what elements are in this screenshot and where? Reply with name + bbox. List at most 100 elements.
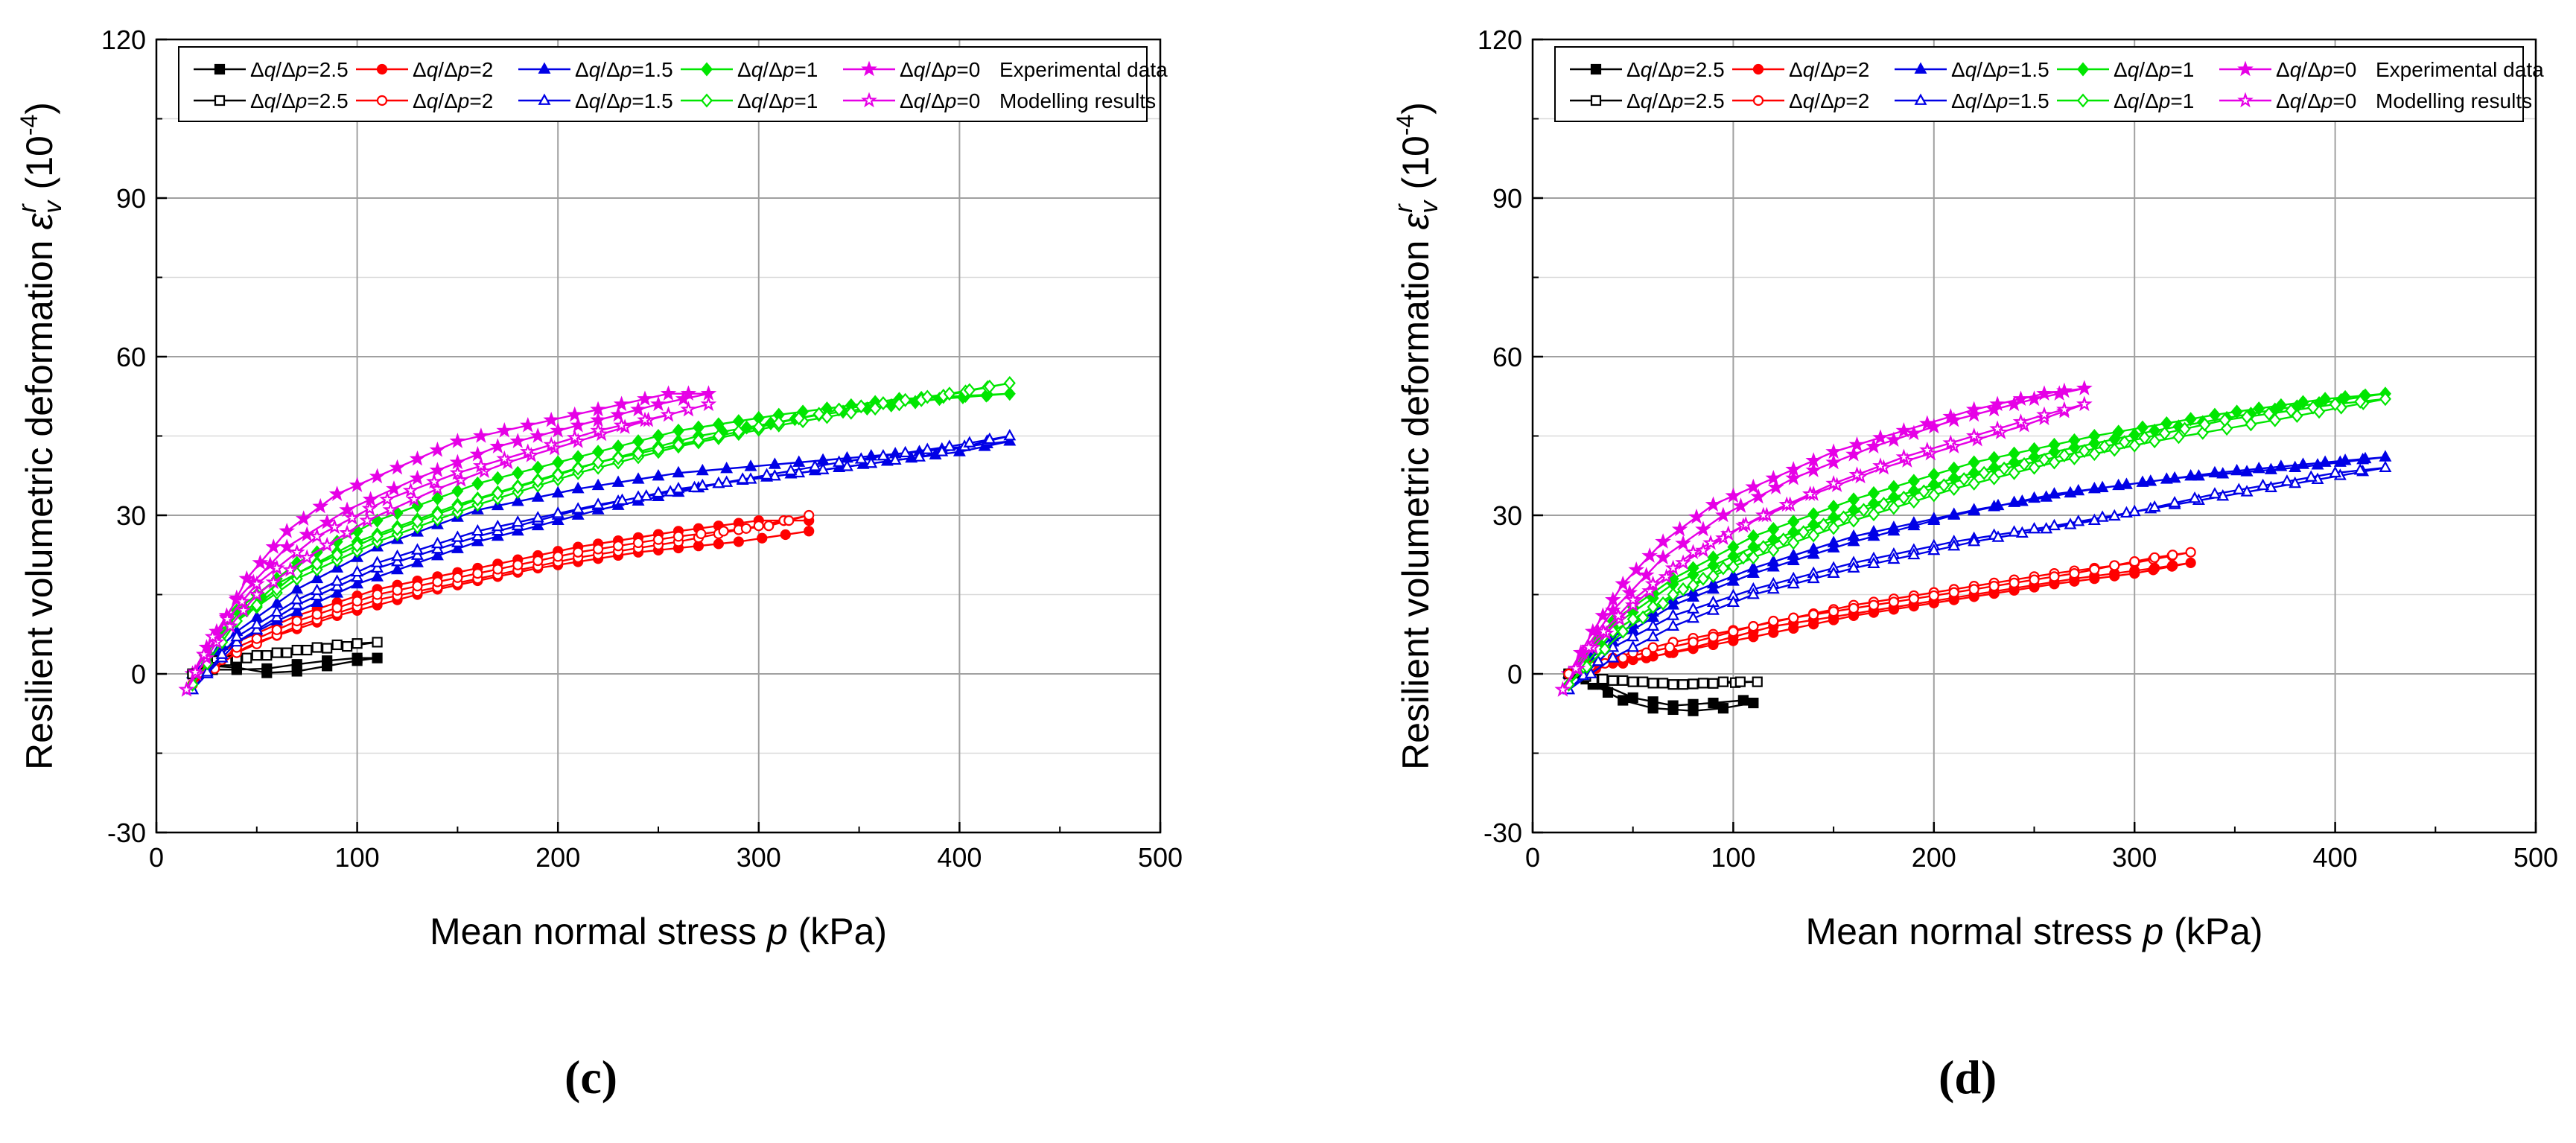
legend-marker xyxy=(376,63,388,75)
data-point xyxy=(1706,603,1720,615)
data-point xyxy=(1847,492,1860,507)
data-point xyxy=(2008,465,2020,480)
data-point xyxy=(471,523,484,536)
data-point xyxy=(1687,611,1699,623)
data-point xyxy=(1644,575,1661,591)
data-point xyxy=(2008,446,2020,461)
data-point xyxy=(1989,395,2006,412)
data-point xyxy=(899,445,912,458)
x-tick-label: 200 xyxy=(535,842,580,873)
data-point xyxy=(299,549,316,565)
data-point xyxy=(1746,566,1760,579)
y-tick-label: 120 xyxy=(1478,25,1522,55)
data-point xyxy=(371,570,384,582)
data-point xyxy=(672,531,684,542)
data-point xyxy=(270,605,284,617)
data-point xyxy=(2184,412,2197,427)
data-point xyxy=(1624,596,1641,612)
data-point xyxy=(295,510,312,526)
data-point xyxy=(572,461,585,476)
x-tick-label: 400 xyxy=(2313,842,2358,873)
data-point xyxy=(302,644,313,656)
data-point xyxy=(1837,510,1850,525)
data-point xyxy=(1597,673,1609,685)
legend-marker xyxy=(214,63,226,75)
legend-marker xyxy=(1590,95,1602,106)
data-point xyxy=(1748,620,1759,632)
data-point xyxy=(311,588,324,601)
data-point xyxy=(592,455,605,470)
data-point xyxy=(371,555,384,567)
data-point xyxy=(1624,591,1641,607)
data-point xyxy=(2040,521,2053,534)
legend-series-label: Δq/Δp=1 xyxy=(2114,58,2194,81)
legend-series-label: Δq/Δp=2 xyxy=(413,89,493,112)
data-point xyxy=(1785,469,1801,485)
data-point xyxy=(652,468,665,481)
data-point xyxy=(1765,469,1782,485)
data-point xyxy=(1828,606,1839,617)
data-point xyxy=(591,478,605,491)
data-point xyxy=(943,439,956,451)
data-point xyxy=(342,640,353,652)
data-point xyxy=(2168,495,2181,508)
data-point xyxy=(1706,582,1720,594)
data-point xyxy=(899,392,912,407)
data-point xyxy=(2148,500,2161,512)
data-point xyxy=(1827,566,1840,579)
data-point xyxy=(261,663,273,675)
data-point xyxy=(2028,442,2041,456)
legend-series-label: Δq/Δp=0 xyxy=(900,89,980,112)
data-point xyxy=(1827,541,1840,553)
data-point xyxy=(2192,468,2205,481)
data-point xyxy=(1675,535,1691,551)
data-point xyxy=(1766,554,1780,567)
data-point xyxy=(1621,584,1638,600)
data-point xyxy=(804,526,815,537)
data-point xyxy=(531,511,544,523)
data-point xyxy=(1887,480,1900,494)
data-point xyxy=(453,471,469,487)
data-point xyxy=(349,477,366,492)
data-point xyxy=(409,450,426,466)
legend-series-label: Δq/Δp=2.5 xyxy=(1626,89,1725,112)
data-point xyxy=(372,637,383,648)
y-axis-label: Resilient volumetric deformation εvr (10… xyxy=(1390,102,1443,770)
data-point xyxy=(1717,703,1729,714)
data-point xyxy=(1605,602,1621,618)
data-point xyxy=(2047,487,2061,499)
data-point xyxy=(319,536,336,553)
data-point xyxy=(451,530,464,542)
data-point xyxy=(1948,587,1959,598)
data-point xyxy=(2329,397,2341,412)
data-point xyxy=(1787,515,1800,529)
data-point xyxy=(593,544,604,555)
data-point xyxy=(613,416,630,433)
data-point xyxy=(1808,609,1819,620)
data-point xyxy=(187,663,203,679)
legend-marker xyxy=(376,95,388,106)
data-point xyxy=(2208,407,2222,422)
data-point xyxy=(1708,678,1719,689)
data-point xyxy=(1695,520,1711,537)
data-point xyxy=(1867,556,1880,568)
legend-series-label: Δq/Δp=2 xyxy=(1789,58,1869,81)
data-point xyxy=(322,643,333,654)
data-point xyxy=(1647,696,1659,707)
data-point xyxy=(1845,445,1862,462)
data-point xyxy=(1766,582,1780,594)
data-point xyxy=(763,520,775,532)
data-point xyxy=(1688,637,1699,648)
data-point xyxy=(471,476,484,491)
data-point xyxy=(402,482,419,498)
legend-series-label: Δq/Δp=2.5 xyxy=(250,89,349,112)
legend-marker xyxy=(2076,62,2090,77)
data-point xyxy=(783,515,795,526)
data-point xyxy=(2112,424,2125,439)
data-point xyxy=(2118,435,2131,450)
data-point xyxy=(1942,434,1959,450)
data-point xyxy=(652,534,664,545)
data-point xyxy=(511,494,524,506)
data-point xyxy=(2108,442,2121,457)
